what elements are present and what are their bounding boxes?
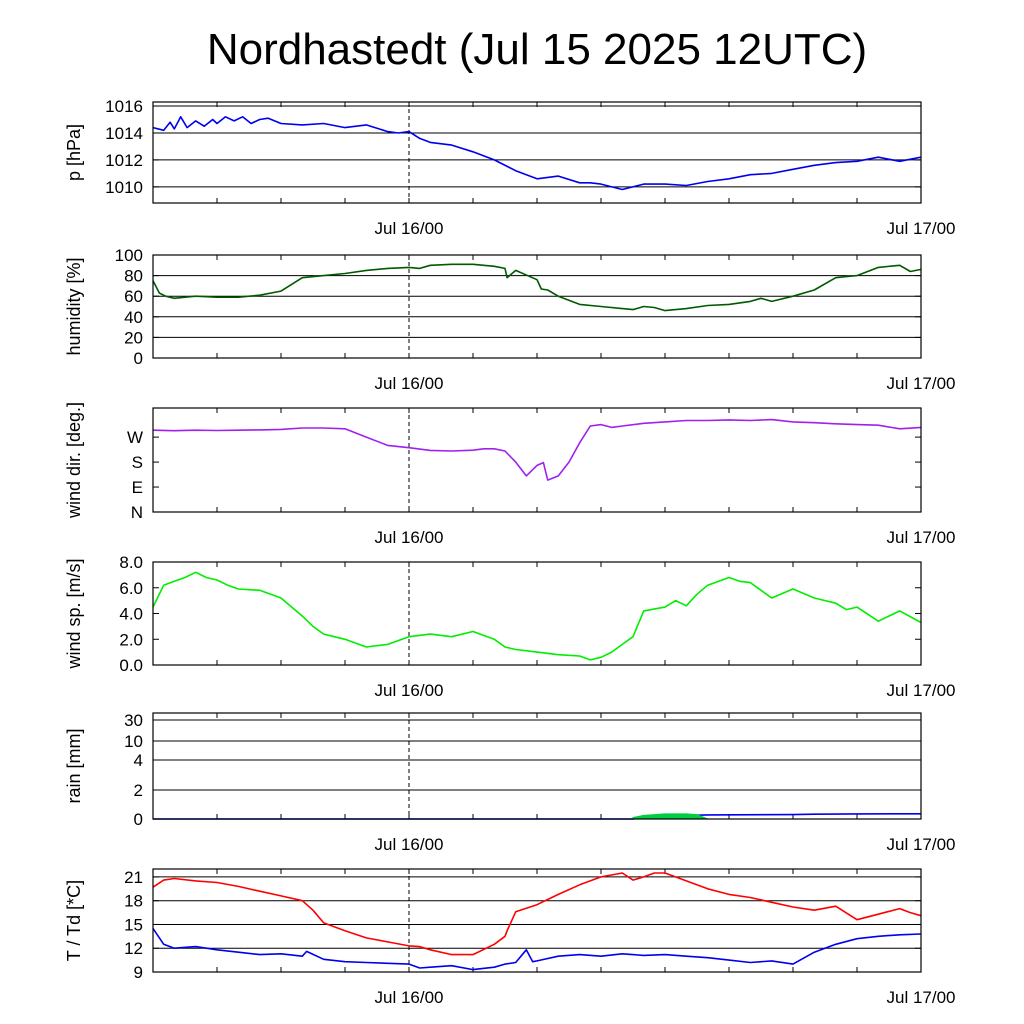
x-tick-label: Jul 17/00 — [887, 528, 956, 547]
y-tick-label: S — [132, 453, 143, 472]
plot-frame — [152, 561, 922, 666]
y-tick-label: 4.0 — [119, 605, 143, 624]
x-tick-label: Jul 17/00 — [887, 681, 956, 700]
x-tick-label: Jul 16/00 — [375, 681, 444, 700]
y-tick-label: 1012 — [105, 151, 143, 170]
y-tick-label: 100 — [115, 246, 143, 265]
x-tick-label: Jul 16/00 — [375, 219, 444, 238]
panel-4: 0 2 410 30 Jul 16/00 Jul 17/00 rain [mm] — [64, 711, 956, 854]
y-tick-label: 60 — [124, 287, 143, 306]
x-tick-label: Jul 16/00 — [375, 835, 444, 854]
x-tick-label: Jul 16/00 — [375, 374, 444, 393]
series-line — [152, 418, 922, 481]
y-tick-label: 80 — [124, 267, 143, 286]
series-line — [152, 263, 922, 312]
y-tick-label: 8.0 — [119, 553, 143, 572]
panel-0: 1010 1012 1014 1016 Jul 16/00 Jul 17/00 p [hPa… — [64, 97, 956, 238]
plot-frame — [152, 712, 922, 820]
y-tick-label: 40 — [124, 308, 143, 327]
y-tick-label: 20 — [124, 328, 143, 347]
series-line — [152, 872, 922, 956]
x-tick-label: Jul 17/00 — [887, 374, 956, 393]
series-line — [152, 927, 922, 971]
y-tick-label: 0 — [134, 349, 143, 368]
x-tick-label: Jul 16/00 — [375, 528, 444, 547]
y-tick-label: E — [132, 478, 143, 497]
y-tick-label: 0 — [134, 810, 143, 829]
y-axis-label: p [hPa] — [64, 124, 84, 181]
y-axis-label: humidity [%] — [64, 257, 84, 355]
y-tick-label: 2.0 — [119, 630, 143, 649]
y-tick-label: W — [127, 428, 143, 447]
x-tick-label: Jul 17/00 — [887, 988, 956, 1007]
x-tick-label: Jul 17/00 — [887, 219, 956, 238]
panel-5: 9 12 15 18 21 Jul 16/00 Jul 17/00 T / Td [*C] — [64, 868, 956, 1007]
y-tick-label: 2 — [134, 781, 143, 800]
plot-frame — [152, 101, 922, 204]
y-tick-label: 6.0 — [119, 579, 143, 598]
y-tick-label: 9 — [134, 963, 143, 982]
y-tick-label: 0.0 — [119, 656, 143, 675]
panel-3: 0.0 2.0 4.0 6.0 8.0 Jul 16/00 Jul 17/00 wind sp… — [64, 553, 956, 700]
chart-title: Nordhastedt (Jul 15 2025 12UTC) — [207, 25, 867, 74]
y-tick-label: 10 — [124, 732, 143, 751]
series-area — [632, 813, 708, 820]
y-axis-label: wind dir. [deg.] — [64, 402, 84, 519]
y-tick-label: 30 — [124, 711, 143, 730]
plot-frame — [152, 868, 922, 973]
y-tick-label: 21 — [124, 868, 143, 887]
y-tick-label: 4 — [134, 751, 143, 770]
y-axis-label: wind sp. [m/s] — [64, 558, 84, 669]
x-tick-label: Jul 16/00 — [375, 988, 444, 1007]
y-tick-label: 1014 — [105, 124, 143, 143]
y-tick-label: 15 — [124, 915, 143, 934]
plot-frame — [152, 407, 922, 513]
y-tick-label: N — [131, 503, 143, 522]
y-axis-label: rain [mm] — [64, 728, 84, 803]
y-tick-label: 1016 — [105, 97, 143, 116]
y-tick-label: 12 — [124, 939, 143, 958]
series-line — [152, 116, 922, 191]
plot-frame — [152, 254, 922, 359]
y-axis-label: T / Td [*C] — [64, 880, 84, 961]
series-line — [152, 571, 922, 661]
y-tick-label: 1010 — [105, 178, 143, 197]
x-tick-label: Jul 17/00 — [887, 835, 956, 854]
y-tick-label: 18 — [124, 892, 143, 911]
